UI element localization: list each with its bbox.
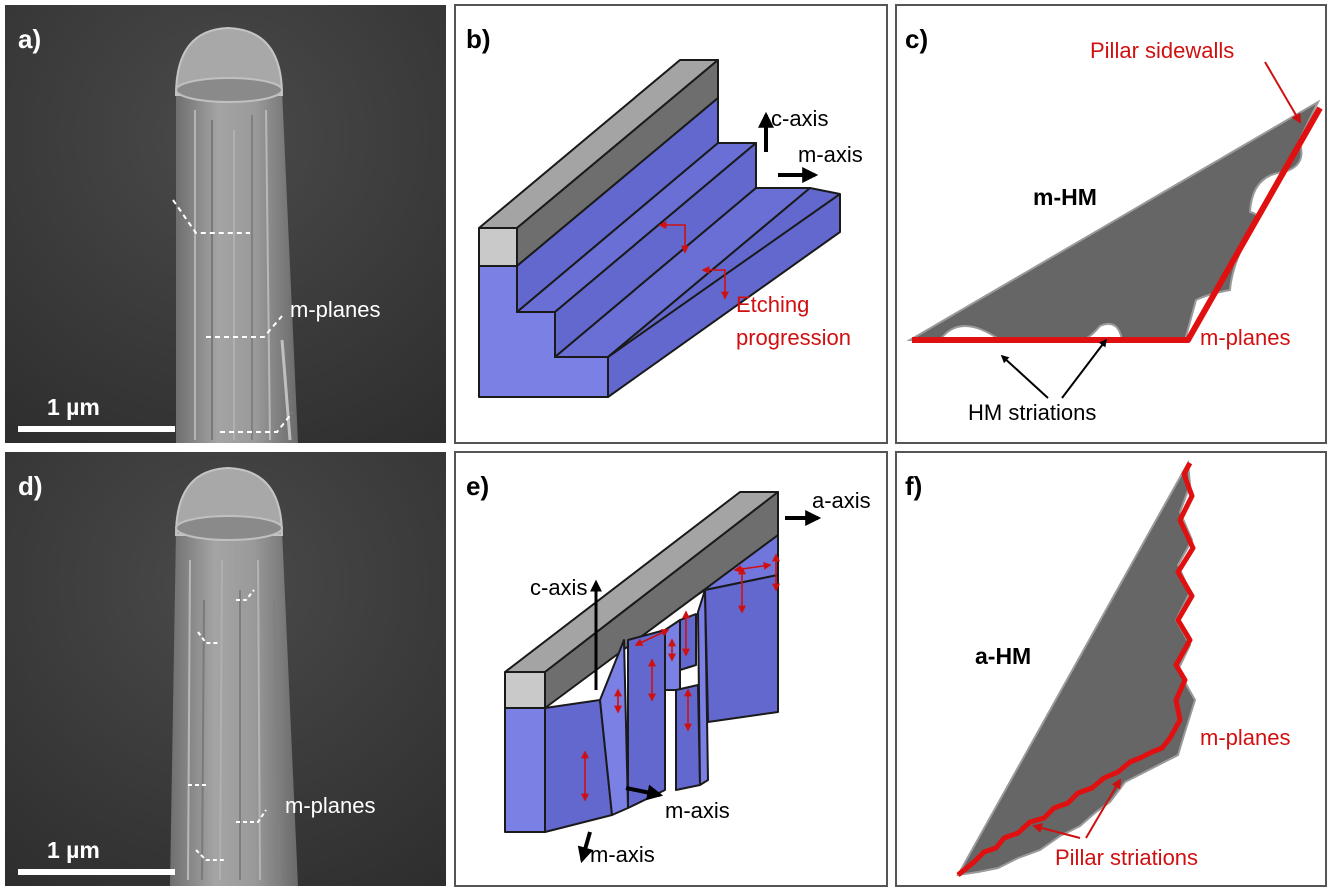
hard-mask-shape [956, 459, 1197, 877]
m-planes-label: m-planes [1200, 325, 1290, 350]
m-planes-label: m-planes [285, 793, 375, 818]
scale-bar [18, 869, 175, 875]
panel-c: c) Pillar sidewalls m-HM m-planes HM str… [895, 4, 1327, 444]
striation-arrow-2 [1085, 778, 1122, 839]
panel-f: f) a-HM m-planes Pillar striations [895, 451, 1327, 887]
pillar-image [174, 26, 298, 443]
faceted-block [504, 491, 779, 833]
pillar-image [170, 466, 298, 886]
scale-bar-label: 1 µm [47, 394, 100, 420]
panel-d: d) m-planes 1 µm [5, 452, 446, 886]
m-hm-label: m-HM [1033, 184, 1097, 210]
panel-e: e) a-axis c-axis m-axis m-axis [454, 451, 888, 887]
c-axis-label: c-axis [530, 575, 587, 600]
m-axis-arrow-1 [625, 784, 664, 801]
pillar-sidewall-line [956, 461, 1196, 877]
m-plane-markers [172, 199, 293, 433]
etching-label-line2: progression [736, 325, 851, 350]
panel-a: a) m-planes 1 µm [5, 5, 446, 443]
etch-arrows [658, 221, 729, 300]
panel-label: a) [18, 24, 41, 54]
hm-striations-label: HM striations [968, 400, 1096, 425]
m-plane-markers [188, 589, 267, 861]
m-planes-label: m-planes [290, 297, 380, 322]
c-axis-label: c-axis [771, 106, 828, 131]
pillar-striations-label: Pillar striations [1055, 845, 1198, 870]
striation-arrow-1 [1032, 823, 1081, 839]
striation-arrow-1 [1000, 354, 1049, 399]
panel-label: d) [18, 471, 43, 501]
panel-b: b) c-axis m-axis Etching progression [454, 4, 888, 444]
striation-arrow-2 [1061, 338, 1107, 399]
pillar-sidewalls-label: Pillar sidewalls [1090, 38, 1234, 63]
pillar-sidewall-line [912, 106, 1323, 343]
sidewall-arrow [1264, 61, 1302, 124]
panel-label: c) [905, 24, 928, 54]
m-axis-label-2: m-axis [590, 842, 655, 867]
etch-arrows [581, 553, 780, 802]
panel-label: f) [905, 471, 922, 501]
m-planes-label: m-planes [1200, 725, 1290, 750]
m-axis-label-1: m-axis [665, 798, 730, 823]
a-hm-label: a-HM [975, 643, 1031, 669]
m-axis-arrow-2 [577, 831, 594, 864]
scale-bar [18, 426, 175, 432]
scale-bar-label: 1 µm [47, 837, 100, 863]
panel-label: b) [466, 24, 491, 54]
m-axis-label: m-axis [798, 142, 863, 167]
a-axis-label: a-axis [812, 488, 871, 513]
panel-label: e) [466, 471, 489, 501]
etching-label-line1: Etching [736, 292, 809, 317]
